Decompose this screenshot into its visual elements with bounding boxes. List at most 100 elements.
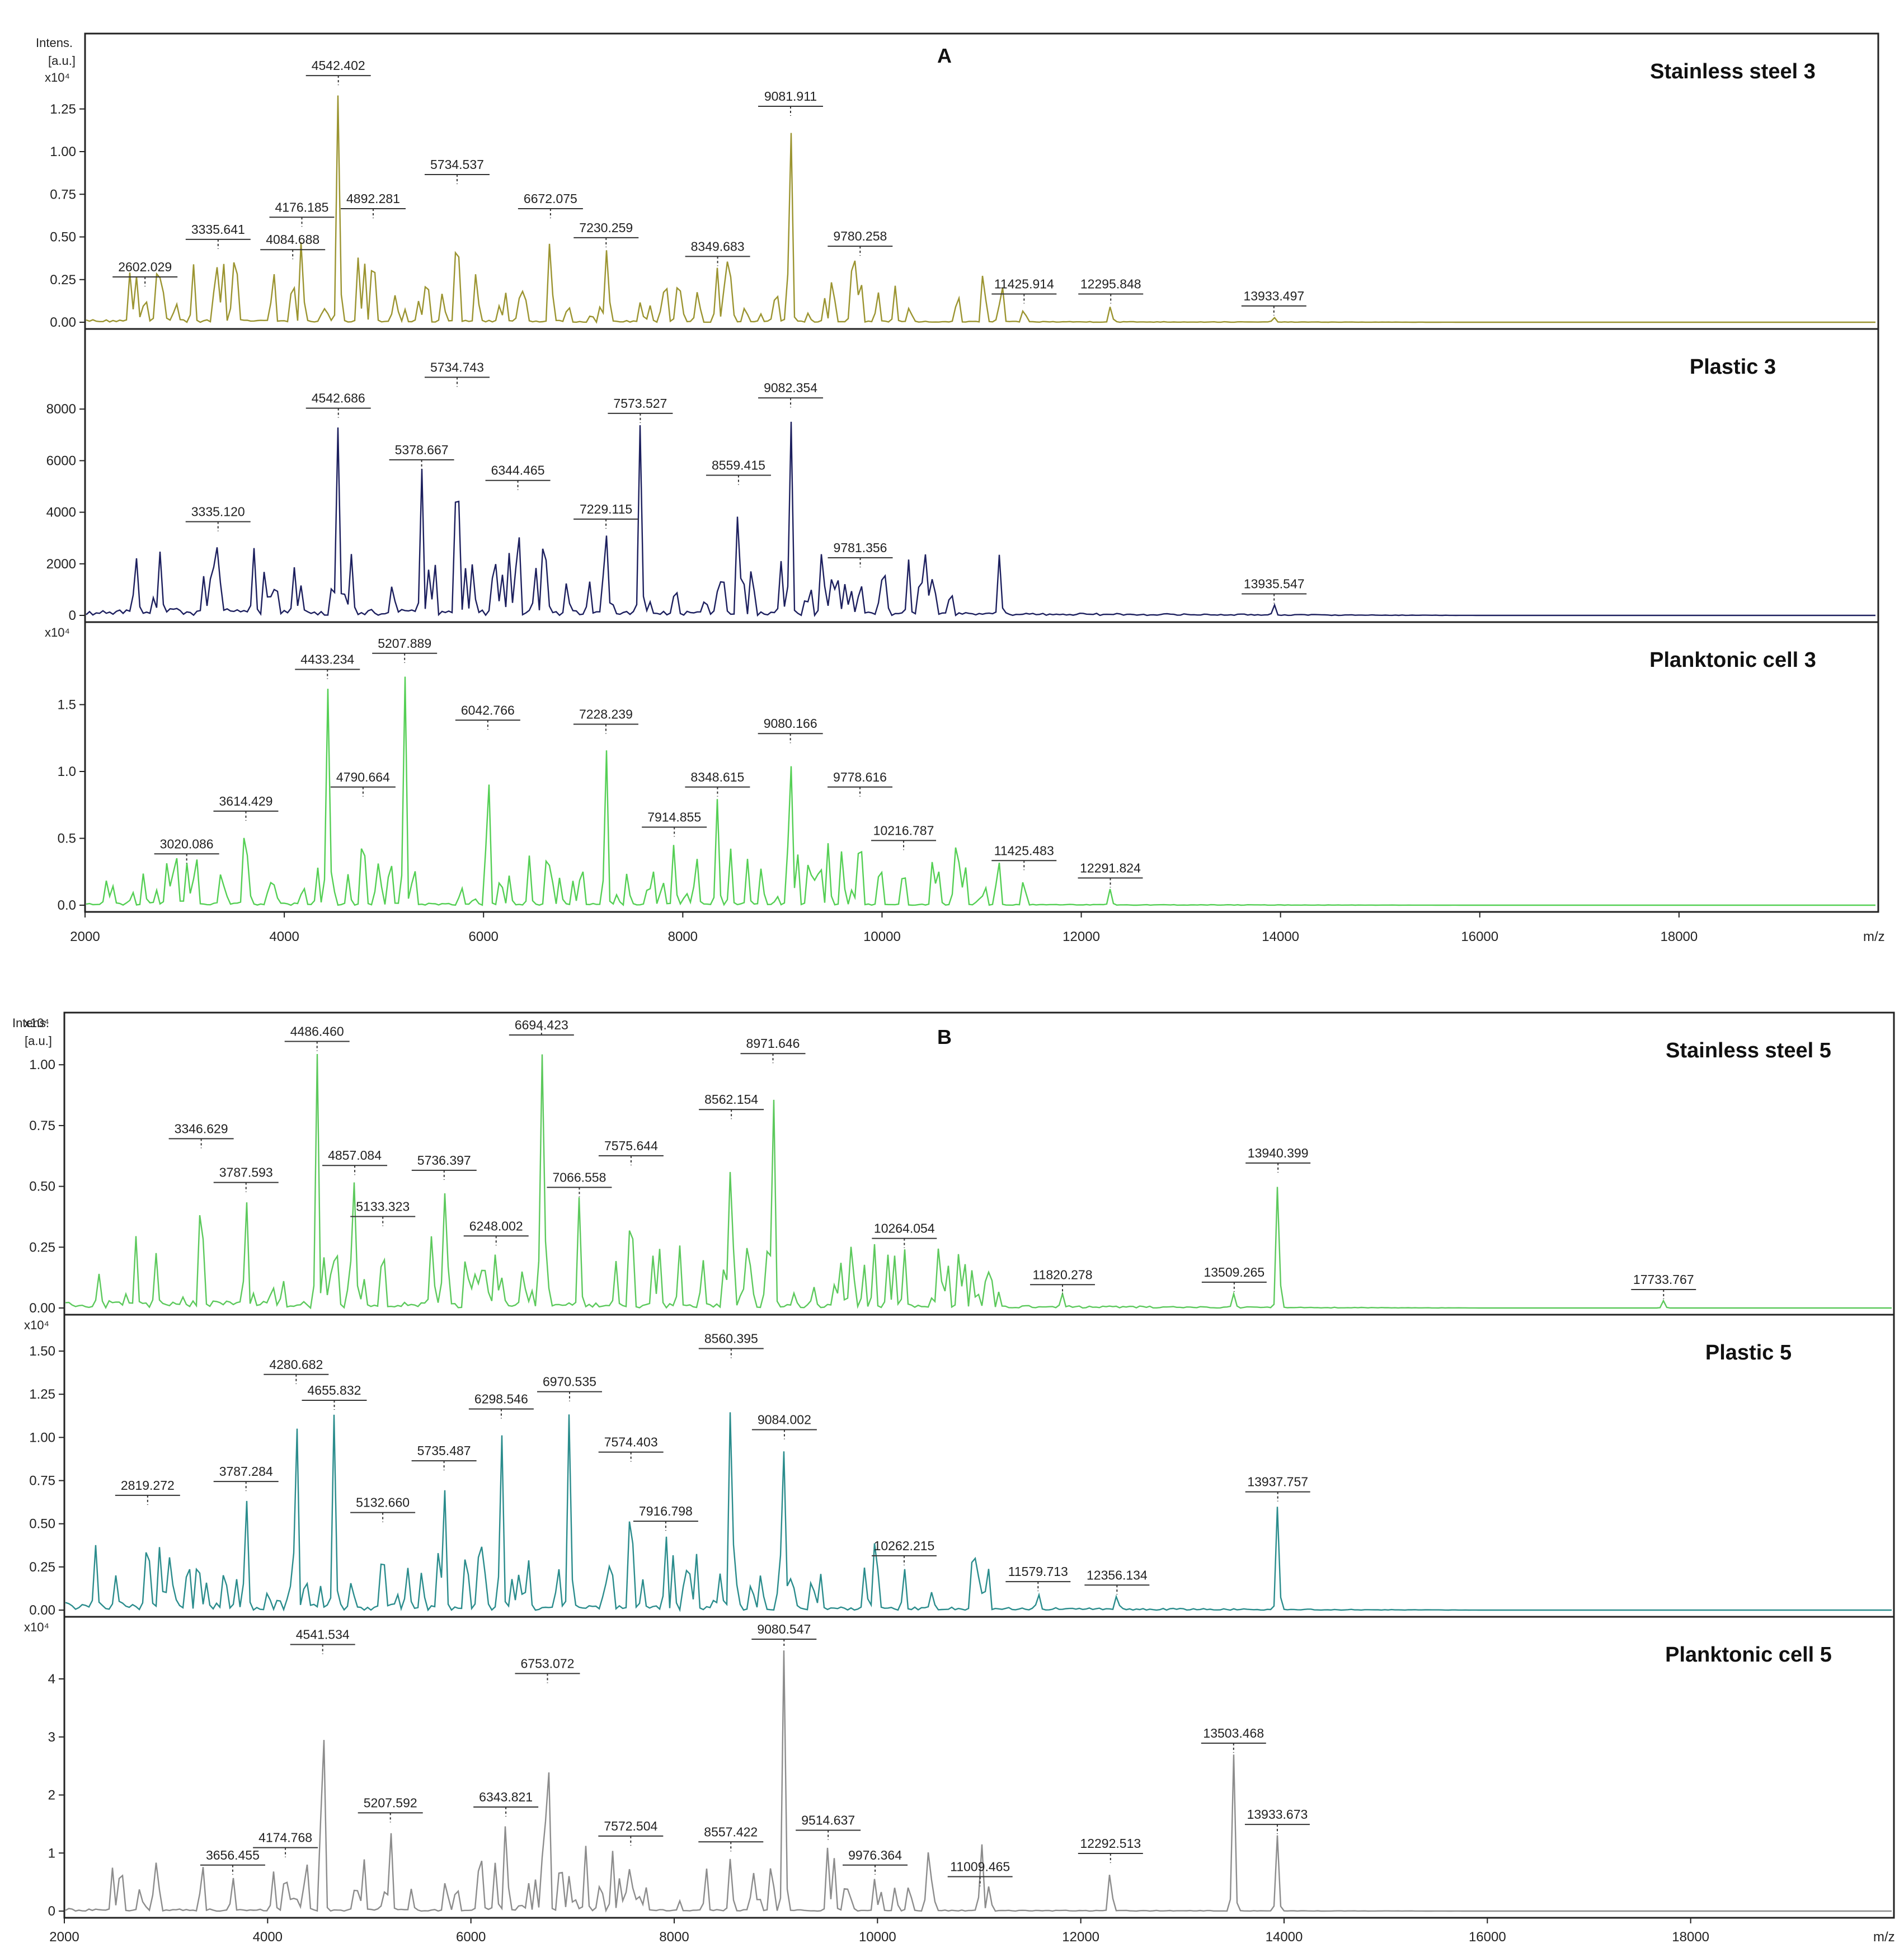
y-multiplier-label: x10⁴: [24, 1016, 49, 1030]
x-tick-label: 18000: [1661, 929, 1698, 944]
y-tick-label: 1.25: [29, 1387, 55, 1402]
peak-label: 11820.278: [1033, 1267, 1093, 1282]
spectrum-title: Plastic 5: [1705, 1341, 1792, 1364]
peak-label: 2819.272: [121, 1478, 175, 1493]
peak-label: 13509.265: [1203, 1265, 1264, 1279]
panel-b-au-label: [a.u.]: [25, 1034, 52, 1048]
panel-b-x-axis-label: m/z: [1873, 1930, 1895, 1945]
x-tick-label: 10000: [863, 929, 901, 944]
peak-label: 8559.415: [712, 458, 765, 473]
peak-label: 17733.767: [1633, 1272, 1694, 1287]
peak-label: 4857.084: [328, 1148, 382, 1163]
peak-label: 3020.086: [160, 836, 214, 851]
spectrum-3: 0.00 0.25 0.50 0.75 1.00 x10⁴ Stainless steel …: [24, 1016, 1892, 1316]
y-multiplier-label: x10⁴: [45, 70, 70, 84]
peak-label: 12295.848: [1080, 277, 1141, 291]
peak-label: 5734.743: [430, 360, 484, 374]
peak-label: 5378.667: [395, 443, 449, 457]
panel-b-frame: [63, 1011, 1895, 1919]
peak-label: 4084.688: [266, 232, 319, 247]
y-tick-label: 2: [48, 1788, 55, 1803]
peak-label: 3787.284: [219, 1464, 273, 1479]
spectrum-title: Planktonic cell 3: [1649, 648, 1816, 672]
peak-label: 11009.465: [950, 1860, 1010, 1874]
y-tick-label: 0.50: [50, 230, 76, 245]
peak-label: 12291.824: [1080, 860, 1141, 875]
peak-label: 8971.646: [746, 1036, 800, 1051]
y-tick-label: 0.75: [50, 187, 76, 202]
peak-label: 8562.154: [704, 1092, 758, 1107]
spectrum-trace: [65, 1412, 1892, 1612]
peak-label: 13503.468: [1203, 1726, 1264, 1740]
spectrum-trace: [65, 1650, 1892, 1913]
y-tick-label: 4000: [46, 505, 76, 520]
peak-label: 4176.185: [275, 200, 329, 214]
spectrum-title: Stainless steel 3: [1650, 60, 1816, 83]
spectrum-trace: [86, 676, 1875, 906]
y-tick-label: 1.0: [58, 764, 76, 779]
peak-label: 5736.397: [417, 1153, 471, 1168]
peak-label: 6343.821: [479, 1790, 533, 1804]
x-tick-label: 6000: [469, 929, 499, 944]
peak-label: 4433.234: [300, 652, 354, 666]
peak-label: 7228.239: [579, 707, 633, 721]
y-tick-label: 1.5: [58, 698, 76, 713]
peak-label: 10264.054: [874, 1221, 935, 1236]
x-tick-label: 8000: [659, 1930, 689, 1945]
peak-label: 9976.364: [848, 1848, 902, 1862]
x-tick-label: 8000: [668, 929, 698, 944]
peak-label: 6672.075: [524, 191, 577, 206]
peak-label: 12356.134: [1087, 1568, 1148, 1582]
peak-label: 7066.558: [552, 1170, 606, 1184]
spectrum-0: 0.00 0.25 0.50 0.75 1.00 1.25 x10⁴ Stainless st…: [45, 58, 1875, 330]
peak-label: 13933.673: [1247, 1807, 1308, 1822]
y-tick-label: 0.50: [29, 1517, 55, 1532]
peak-label: 9081.911: [764, 89, 817, 103]
y-tick-label: 0.75: [29, 1474, 55, 1489]
peak-label: 6248.002: [469, 1218, 523, 1233]
y-tick-label: 1.00: [50, 144, 76, 159]
peak-label: 2602.029: [118, 260, 172, 274]
spectrum-title: Stainless steel 5: [1666, 1039, 1831, 1062]
panel-a-label: A: [937, 44, 952, 67]
peak-label: 5734.537: [430, 157, 484, 172]
peak-label: 4655.832: [308, 1383, 361, 1398]
y-multiplier-label: x10⁴: [24, 1318, 49, 1332]
peak-label: 8349.683: [691, 239, 745, 253]
y-tick-label: 0: [69, 608, 76, 623]
x-tick-label: 14000: [1262, 929, 1299, 944]
spectrum-5: 0 1 2 3 4 x10⁴ Planktonic cell 5 3656.455 4174.7…: [24, 1620, 1892, 1945]
peak-label: 11425.483: [994, 843, 1054, 858]
x-tick-label: 2000: [49, 1930, 79, 1945]
peak-label: 7575.644: [604, 1138, 658, 1153]
y-tick-label: 1.00: [29, 1430, 55, 1445]
y-tick-label: 0: [48, 1904, 55, 1919]
peak-label: 3656.455: [206, 1848, 260, 1862]
peak-label: 3335.120: [191, 504, 245, 519]
spectrum-title: Plastic 3: [1690, 355, 1776, 379]
peak-label: 13935.547: [1244, 577, 1305, 591]
y-tick-label: 0.00: [29, 1603, 55, 1618]
peak-label: 4541.534: [296, 1627, 350, 1642]
peak-label: 4486.460: [290, 1024, 344, 1038]
y-tick-label: 4: [48, 1672, 55, 1687]
y-multiplier-label: x10⁴: [45, 625, 70, 639]
peak-label: 8560.395: [704, 1331, 758, 1345]
spectrum-title: Planktonic cell 5: [1665, 1643, 1832, 1667]
peak-label: 9514.637: [801, 1813, 855, 1828]
peak-label: 5132.660: [356, 1495, 410, 1510]
panel-a-au-label: [a.u.]: [48, 54, 76, 68]
y-tick-label: 3: [48, 1730, 55, 1745]
spectrum-1: 0 2000 4000 6000 8000 Plastic 3 3335.120 4542.6…: [46, 355, 1875, 623]
peak-label: 7914.855: [647, 810, 701, 825]
y-tick-label: 0.25: [50, 272, 76, 288]
y-tick-label: 1.50: [29, 1344, 55, 1359]
x-tick-label: 10000: [859, 1930, 896, 1945]
x-tick-label: 12000: [1062, 1930, 1099, 1945]
peak-label: 9084.002: [758, 1413, 811, 1427]
x-tick-label: 18000: [1672, 1930, 1709, 1945]
x-tick-label: 12000: [1063, 929, 1100, 944]
peak-label: 4280.682: [269, 1357, 323, 1372]
